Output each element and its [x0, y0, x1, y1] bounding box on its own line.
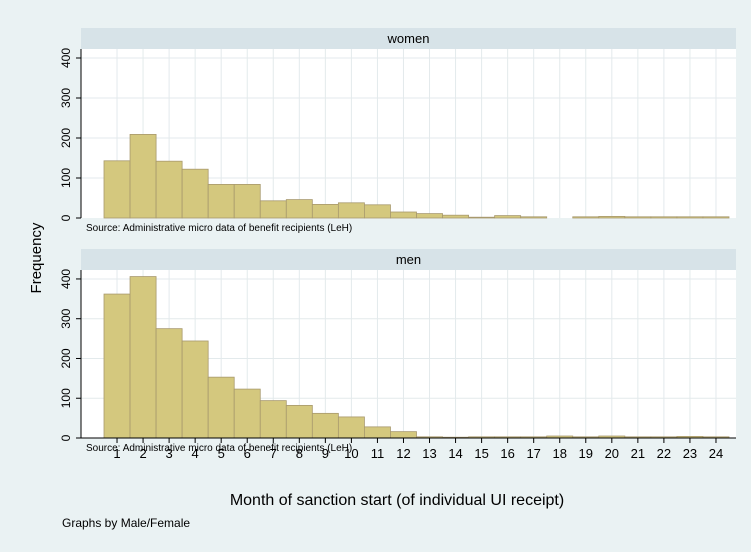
y-tick-label: 300	[59, 88, 73, 108]
x-tick-label: 7	[270, 446, 277, 461]
source-note: Source: Administrative micro data of ben…	[86, 443, 352, 454]
y-tick-label: 300	[59, 308, 73, 328]
x-tick-label: 21	[631, 446, 645, 461]
bar	[181, 340, 209, 439]
x-tick-label: 1	[113, 446, 120, 461]
bar	[311, 203, 339, 219]
x-tick-label: 18	[552, 446, 566, 461]
y-tick-label: 200	[59, 348, 73, 368]
x-tick-label: 23	[683, 446, 697, 461]
x-tick-label: 22	[657, 446, 671, 461]
bar	[155, 160, 183, 219]
bar	[129, 276, 157, 439]
bar	[311, 412, 339, 439]
y-tick-label: 100	[59, 388, 73, 408]
x-tick-label: 15	[474, 446, 488, 461]
y-tick-label: 400	[59, 269, 73, 289]
bar	[181, 168, 209, 219]
bar	[129, 133, 157, 219]
graphs-by-note: Graphs by Male/Female	[62, 516, 190, 530]
panel-strip	[81, 249, 736, 270]
x-tick-label: 12	[396, 446, 410, 461]
x-tick-label: 16	[500, 446, 514, 461]
bar	[390, 431, 417, 439]
y-tick-label: 0	[59, 434, 73, 441]
bar	[233, 183, 261, 219]
bar	[337, 416, 365, 439]
bar	[285, 199, 313, 219]
x-tick-label: 5	[218, 446, 225, 461]
x-tick-label: 6	[244, 446, 251, 461]
x-tick-label: 4	[192, 446, 199, 461]
bar	[494, 215, 522, 219]
panel-title: women	[387, 31, 430, 46]
bar	[572, 216, 600, 219]
y-tick-label: 0	[59, 214, 73, 221]
bar	[598, 215, 626, 219]
bar	[702, 216, 730, 219]
x-tick-label: 24	[709, 446, 723, 461]
bar	[155, 328, 183, 439]
bar	[259, 400, 287, 439]
bar	[650, 216, 678, 219]
x-tick-label: 17	[526, 446, 540, 461]
bar	[259, 200, 287, 219]
bar	[364, 426, 391, 439]
y-tick-label: 100	[59, 168, 73, 188]
y-tick-label: 400	[59, 48, 73, 68]
bar	[103, 293, 131, 439]
bar	[103, 160, 131, 219]
x-tick-label: 13	[422, 446, 436, 461]
x-tick-label: 10	[344, 446, 358, 461]
source-note: Source: Administrative micro data of ben…	[86, 223, 352, 234]
bar	[520, 216, 548, 219]
bar	[416, 213, 443, 219]
x-tick-label: 2	[139, 446, 146, 461]
bar	[337, 202, 365, 219]
bar	[207, 183, 235, 219]
y-axis-label: Frequency	[28, 222, 45, 293]
bar	[207, 376, 235, 439]
bar	[233, 388, 261, 439]
x-tick-label: 11	[371, 446, 385, 461]
panel-title: men	[396, 252, 421, 267]
x-tick-label: 9	[322, 446, 329, 461]
x-tick-label: 20	[605, 446, 619, 461]
x-tick-label: 8	[296, 446, 303, 461]
bar	[624, 216, 652, 219]
bar	[442, 214, 469, 219]
bar	[390, 211, 417, 219]
x-tick-label: 3	[165, 446, 172, 461]
bar	[285, 404, 313, 439]
bar	[468, 216, 496, 219]
y-tick-label: 200	[59, 128, 73, 148]
bar	[364, 204, 391, 219]
x-tick-label: 14	[448, 446, 462, 461]
panel-strip	[81, 28, 736, 49]
bar	[676, 216, 704, 219]
x-tick-label: 19	[579, 446, 593, 461]
x-axis-label: Month of sanction start (of individual U…	[230, 492, 564, 509]
